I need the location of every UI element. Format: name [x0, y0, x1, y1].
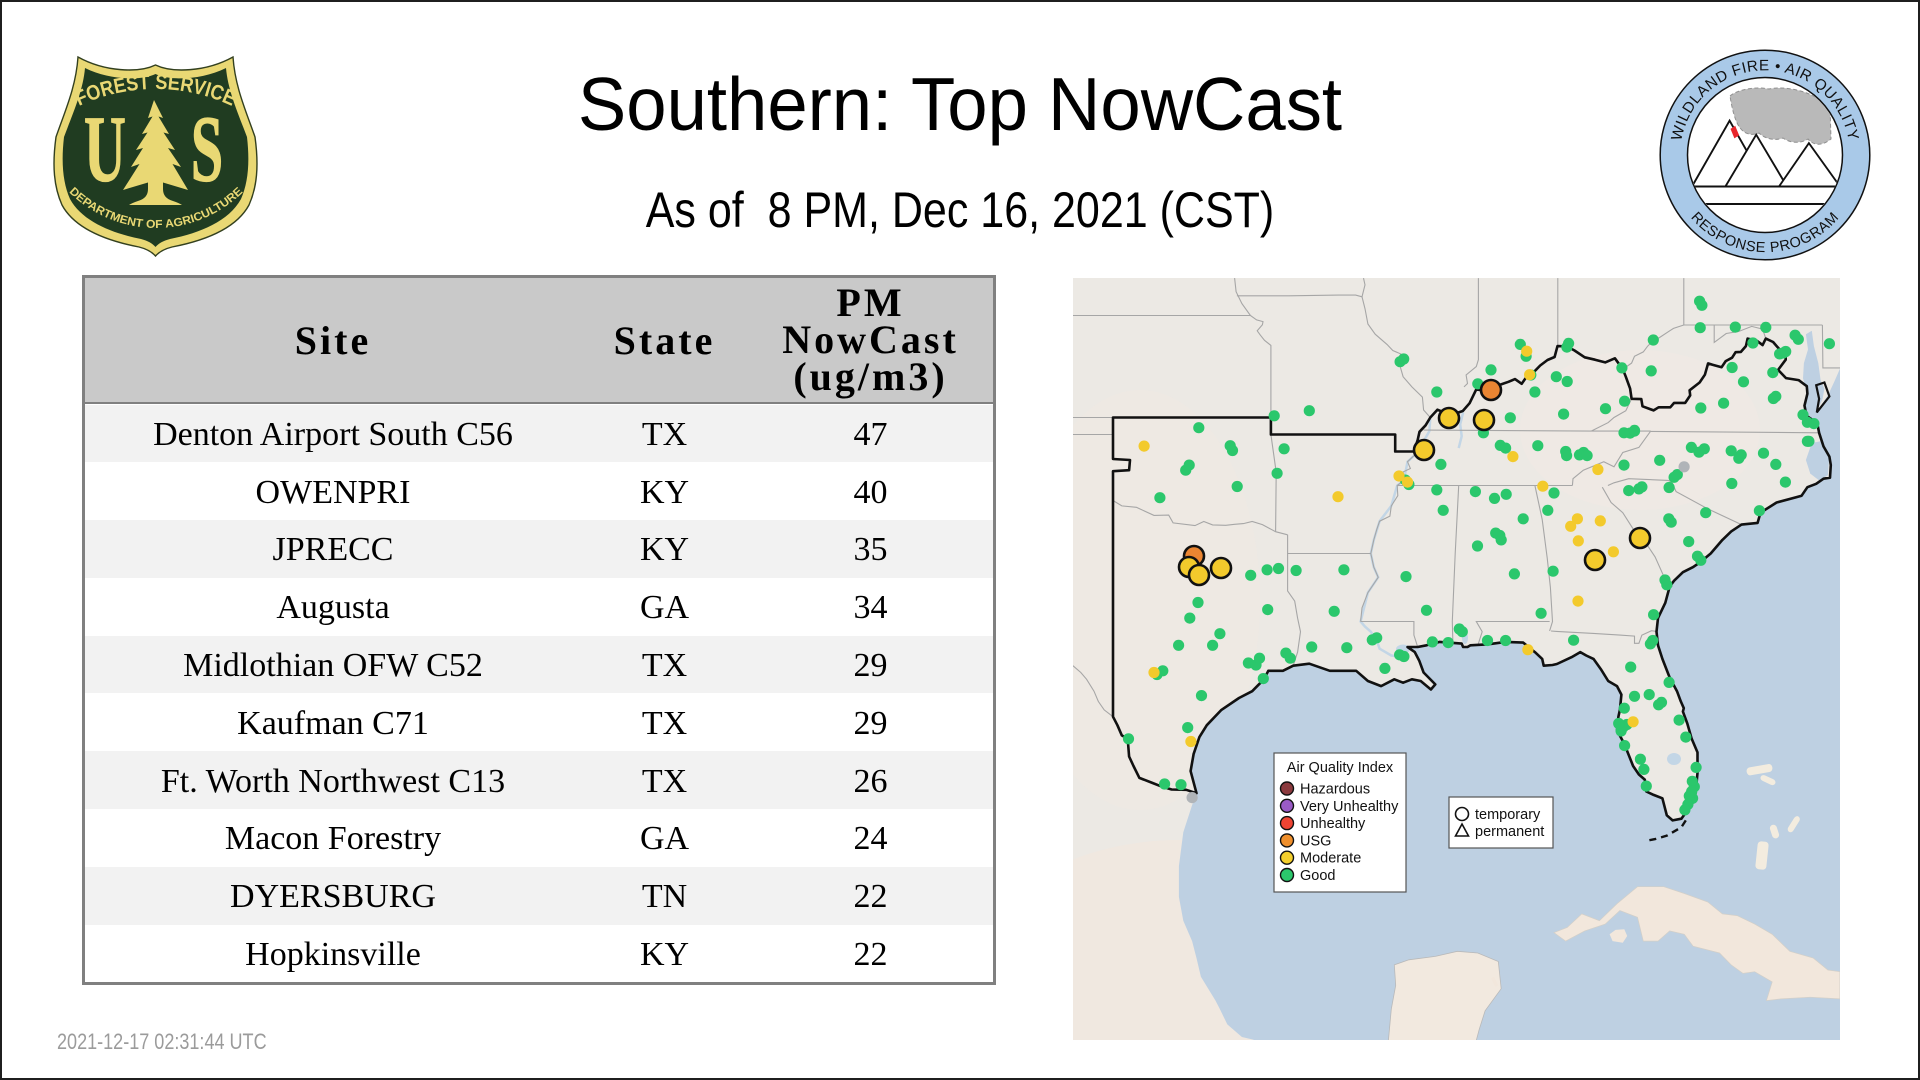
svg-text:Very Unhealthy: Very Unhealthy — [1300, 799, 1399, 815]
svg-text:U: U — [84, 96, 126, 201]
svg-text:USG: USG — [1300, 833, 1331, 849]
svg-text:temporary: temporary — [1475, 807, 1541, 823]
svg-text:Air Quality Index: Air Quality Index — [1287, 760, 1394, 776]
svg-text:Unhealthy: Unhealthy — [1300, 816, 1366, 832]
svg-text:Moderate: Moderate — [1300, 851, 1361, 867]
svg-text:Hazardous: Hazardous — [1300, 782, 1370, 798]
svg-text:S: S — [191, 96, 223, 201]
svg-text:Good: Good — [1300, 868, 1335, 884]
svg-text:permanent: permanent — [1475, 824, 1544, 840]
